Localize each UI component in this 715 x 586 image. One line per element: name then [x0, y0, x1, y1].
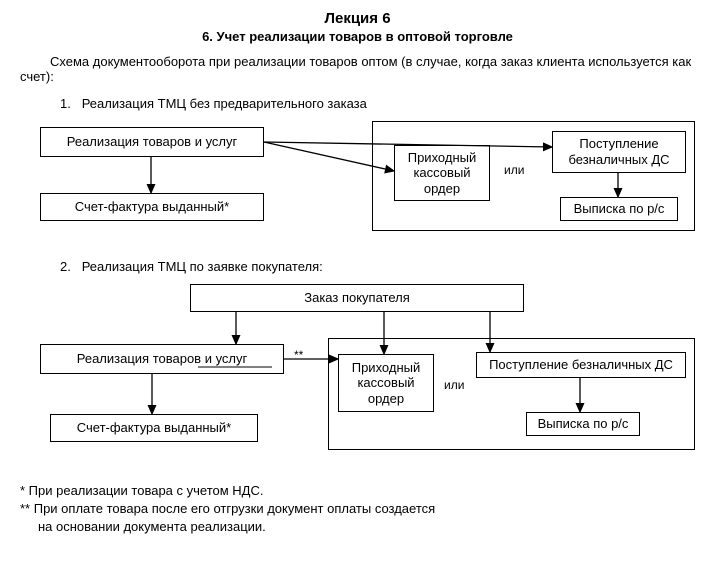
section2-heading: 2. Реализация ТМЦ по заявке покупателя:: [60, 259, 695, 274]
node-n_zakaz: Заказ покупателя: [190, 284, 524, 312]
intro-text: Схема документооборота при реализации то…: [20, 54, 695, 84]
node-n_pko: Приходный кассовый ордер: [394, 145, 490, 201]
label-ili: или: [504, 163, 524, 177]
page-subtitle: 6. Учет реализации товаров в оптовой тор…: [20, 29, 695, 44]
footnote-2b: на основании документа реализации.: [20, 518, 695, 536]
footnotes: * При реализации товара с учетом НДС. **…: [20, 482, 695, 537]
section1-heading: 1. Реализация ТМЦ без предварительного з…: [60, 96, 695, 111]
section2-label: Реализация ТМЦ по заявке покупателя:: [82, 259, 323, 274]
node-n_pko: Приходный кассовый ордер: [338, 354, 434, 412]
section1-num: 1.: [60, 96, 71, 111]
diagram-1: Реализация товаров и услуг Счет-фактура в…: [20, 121, 700, 241]
node-n_vyp: Выписка по р/с: [560, 197, 678, 221]
node-n_schet: Счет-фактура выданный*: [50, 414, 258, 442]
node-n_real: Реализация товаров и услуг: [40, 127, 264, 157]
node-n_post: Поступление безналичных ДС: [476, 352, 686, 378]
node-n_schet: Счет-фактура выданный*: [40, 193, 264, 221]
diagram-2: Заказ покупателя Реализация товаров и усл…: [20, 284, 700, 464]
page-title: Лекция 6: [20, 10, 695, 27]
node-n_vyp: Выписка по р/с: [526, 412, 640, 436]
footnote-2a: ** При оплате товара после его отгрузки …: [20, 500, 695, 518]
node-n_post: Поступление безналичных ДС: [552, 131, 686, 173]
label-ili: или: [444, 378, 464, 392]
node-n_real: Реализация товаров и услуг: [40, 344, 284, 374]
section1-label: Реализация ТМЦ без предварительного зака…: [82, 96, 367, 111]
footnote-1: * При реализации товара с учетом НДС.: [20, 482, 695, 500]
section2-num: 2.: [60, 259, 71, 274]
label-stars: **: [294, 348, 303, 362]
